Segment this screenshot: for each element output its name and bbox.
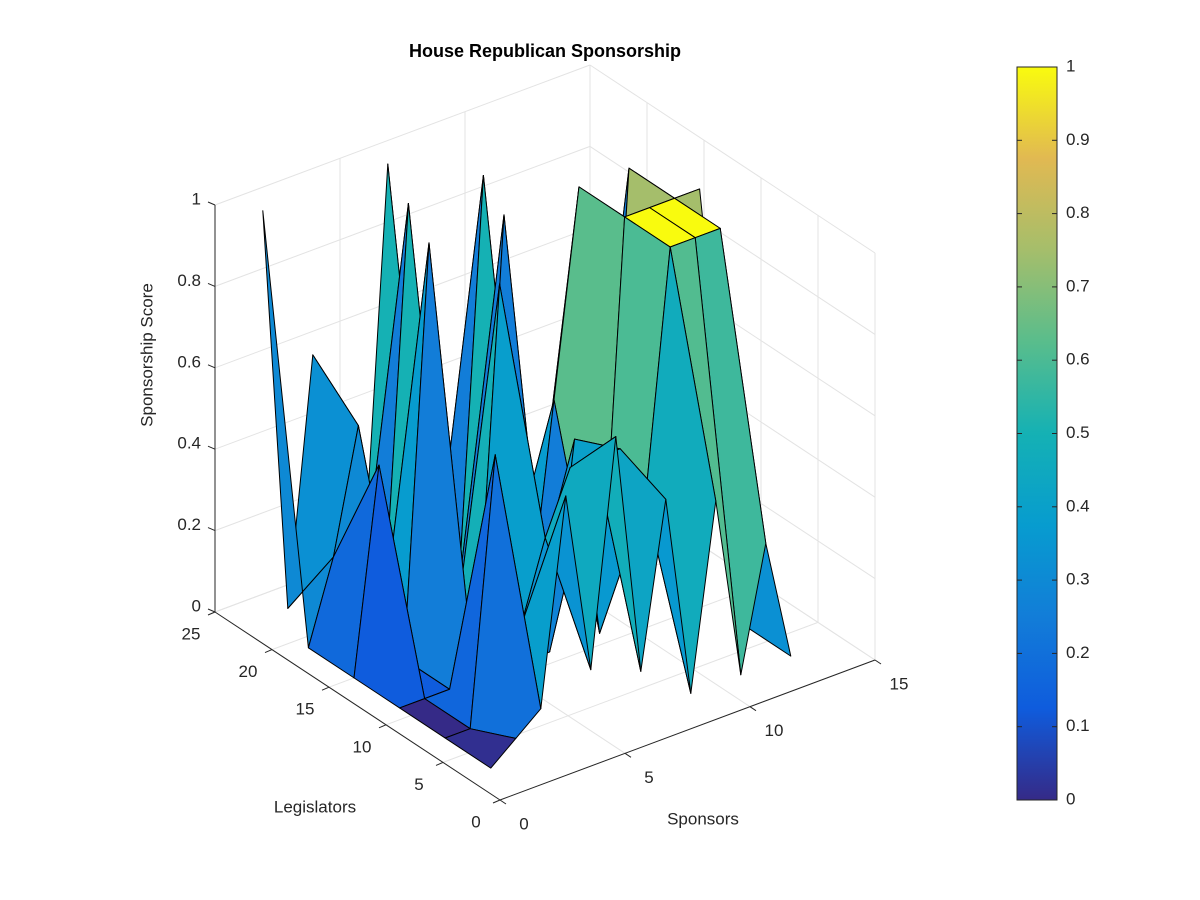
z-tick-label: 0.8 [177, 271, 201, 290]
z-tick [207, 608, 216, 613]
colorbar-tick-label: 0.9 [1066, 130, 1090, 149]
y-tick-label: 25 [182, 624, 201, 643]
z-tick [207, 527, 216, 532]
z-tick [207, 364, 216, 369]
colorbar-tick-label: 0.2 [1066, 643, 1090, 662]
y-axis-label: Legislators [274, 797, 356, 816]
x-tick [874, 659, 882, 665]
colorbar-tick-label: 1 [1066, 56, 1075, 75]
colorbar-tick-label: 0 [1066, 789, 1075, 808]
z-tick-label: 0.4 [177, 434, 201, 453]
y-tick [321, 686, 330, 691]
y-tick-label: 20 [239, 662, 258, 681]
colorbar-tick-label: 0.6 [1066, 350, 1090, 369]
colorbar-tick-label: 0.1 [1066, 716, 1090, 735]
z-tick [207, 201, 216, 206]
x-tick-label: 15 [890, 674, 909, 693]
z-axis-label: Sponsorship Score [137, 283, 156, 427]
x-axis-label: Sponsors [667, 809, 739, 828]
x-axis-line [499, 659, 876, 801]
grid-line [214, 64, 591, 206]
z-tick-label: 1 [192, 189, 201, 208]
y-tick-label: 15 [296, 700, 315, 719]
z-tick-label: 0.2 [177, 515, 201, 534]
z-tick [207, 445, 216, 450]
x-tick [749, 706, 757, 712]
y-axis-line [214, 611, 501, 801]
colorbar [1016, 66, 1058, 801]
y-tick-label: 5 [414, 775, 423, 794]
colorbar-tick-label: 0.7 [1066, 276, 1090, 295]
surface-face [444, 728, 517, 769]
axes: 0 5 10 15 0 5 10 15 20 25 0 0.2 0.4 0.6 0.8 1 [177, 189, 908, 833]
z-tick [207, 282, 216, 287]
x-tick-label: 0 [519, 814, 528, 833]
grid-line [589, 64, 876, 254]
colorbar-tick-label: 0.4 [1066, 496, 1090, 515]
x-tick [499, 799, 507, 805]
grid-line [214, 145, 591, 287]
surface [262, 163, 792, 769]
y-tick-label: 10 [353, 737, 372, 756]
x-tick-label: 5 [644, 768, 653, 787]
colorbar-tick-label: 0.8 [1066, 203, 1090, 222]
colorbar-tick-label: 0.3 [1066, 570, 1090, 589]
y-tick [264, 649, 273, 654]
y-tick [378, 724, 387, 729]
x-tick-label: 10 [765, 721, 784, 740]
z-tick-label: 0.6 [177, 352, 201, 371]
colorbar-tick-label: 0.5 [1066, 423, 1090, 442]
z-tick-label: 0 [192, 596, 201, 615]
y-tick [207, 611, 216, 616]
y-tick-label: 0 [471, 812, 480, 831]
y-tick [492, 799, 501, 804]
x-tick [624, 752, 632, 758]
y-tick [435, 761, 444, 766]
chart-title: House Republican Sponsorship [409, 41, 681, 61]
